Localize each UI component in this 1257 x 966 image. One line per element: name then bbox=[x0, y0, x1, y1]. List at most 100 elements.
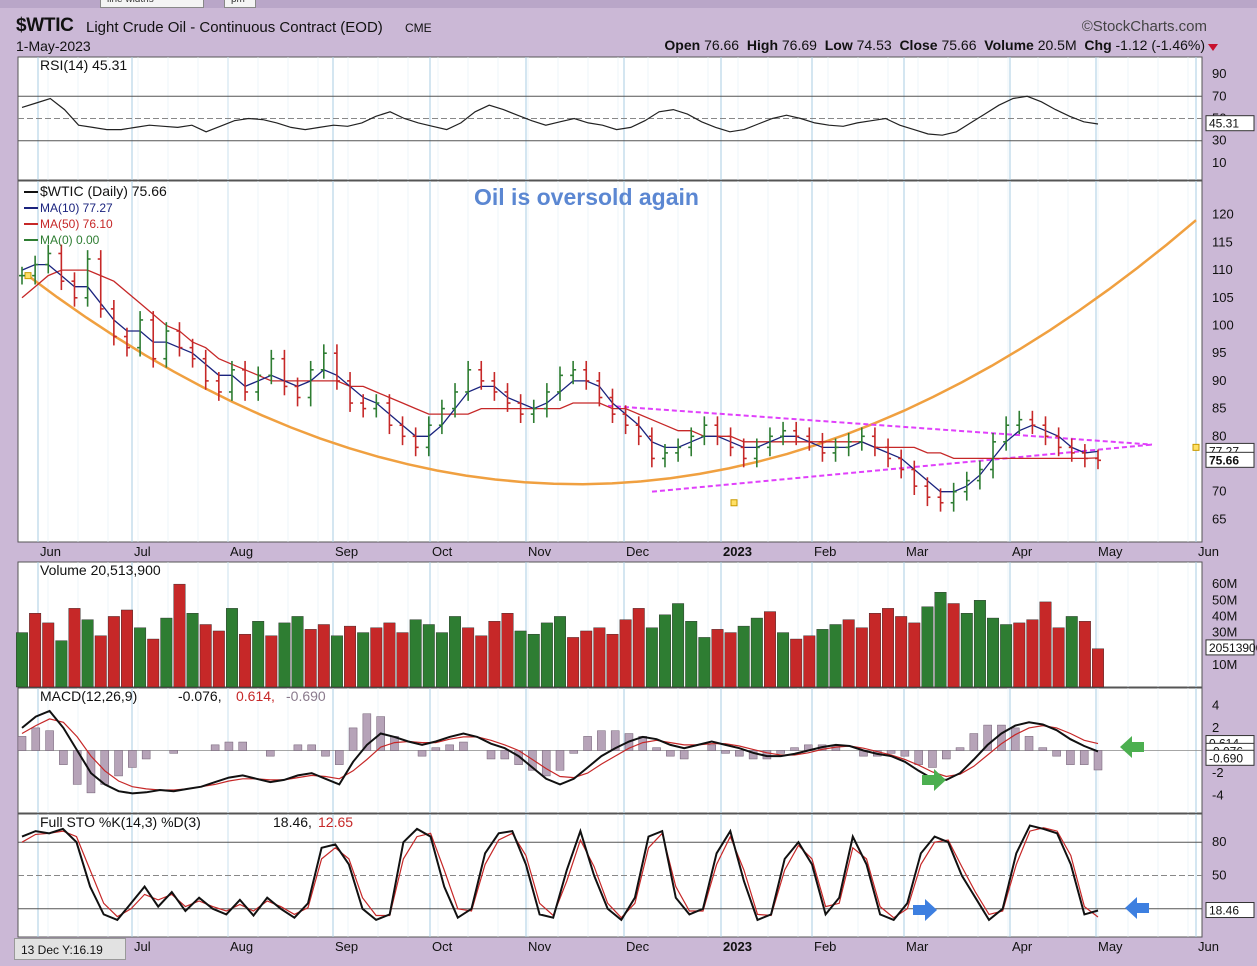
macd-histogram-bar bbox=[707, 744, 716, 751]
volume-bar bbox=[94, 635, 107, 688]
price-last-value: 75.66 bbox=[1209, 453, 1239, 467]
volume-bar bbox=[291, 616, 304, 688]
volume-bar bbox=[304, 629, 317, 688]
price-tick-label: 80 bbox=[1212, 428, 1226, 443]
rsi-tick-label: 90 bbox=[1212, 66, 1226, 81]
price-tick-label: 65 bbox=[1212, 511, 1226, 526]
pm-tab[interactable]: pm bbox=[224, 0, 256, 8]
volume-bar bbox=[488, 621, 501, 688]
volume-bar bbox=[960, 613, 973, 688]
volume-label: Volume bbox=[984, 37, 1034, 53]
volume-bar bbox=[882, 608, 895, 688]
symbol[interactable]: $WTIC bbox=[16, 15, 74, 36]
browser-toolbar-strip: line widths pm bbox=[0, 0, 1257, 8]
volume-value: 20.5M bbox=[1037, 37, 1077, 53]
price-tick-label: 100 bbox=[1212, 317, 1234, 332]
volume-bar bbox=[409, 619, 422, 688]
month-tick-label: Nov bbox=[528, 544, 552, 559]
volume-bar bbox=[921, 606, 934, 688]
volume-bar bbox=[763, 611, 776, 688]
month-tick-label: Jul bbox=[134, 939, 151, 954]
volume-bar bbox=[344, 625, 357, 688]
volume-bar bbox=[514, 630, 527, 688]
line-widths-tab[interactable]: line widths bbox=[100, 0, 204, 8]
volume-bar bbox=[737, 625, 750, 688]
blue-left-arrow-icon bbox=[1125, 897, 1149, 919]
volume-bar bbox=[1026, 619, 1039, 688]
macd-histogram-bar bbox=[776, 750, 785, 754]
sto-tick-label: 80 bbox=[1212, 834, 1226, 849]
volume-bar bbox=[868, 613, 881, 688]
volume-bar bbox=[121, 609, 133, 688]
volume-tick-label: 50M bbox=[1212, 592, 1237, 607]
panel-frame bbox=[17, 56, 1203, 181]
volume-bar bbox=[527, 633, 540, 688]
price-tick-label: 115 bbox=[1212, 234, 1233, 249]
brand-logo[interactable]: ©StockCharts.com bbox=[1081, 18, 1207, 35]
volume-bar bbox=[475, 635, 488, 688]
chg-value: -1.12 (-1.46%) bbox=[1115, 37, 1205, 53]
macd-histogram-bar bbox=[431, 747, 441, 751]
panel-frame bbox=[17, 180, 1203, 543]
rsi-title: RSI(14) 45.31 bbox=[40, 57, 127, 73]
chg-label: Chg bbox=[1084, 37, 1112, 53]
volume-bar bbox=[606, 633, 619, 688]
price-tick-label: 85 bbox=[1212, 401, 1226, 416]
volume-bar bbox=[855, 627, 868, 688]
green-right-arrow-icon bbox=[922, 769, 946, 791]
macd-hist-last: -0.690 bbox=[1209, 751, 1243, 765]
close-value: 75.66 bbox=[941, 37, 977, 53]
macd-histogram-bar bbox=[790, 747, 799, 751]
macd-histogram-bar bbox=[900, 750, 910, 757]
month-tick-label: Apr bbox=[1012, 544, 1033, 559]
month-tick-label: Mar bbox=[906, 939, 929, 954]
volume-bar bbox=[422, 624, 435, 688]
macd-histogram-bar bbox=[1038, 747, 1048, 751]
macd-histogram-bar bbox=[1066, 750, 1075, 765]
macd-histogram-bar bbox=[914, 750, 923, 765]
macd-histogram-bar bbox=[652, 747, 661, 751]
price-last-value-box bbox=[1205, 451, 1255, 468]
volume-bar bbox=[908, 622, 921, 688]
volume-bar bbox=[212, 630, 225, 688]
volume-bar bbox=[29, 613, 42, 688]
macd-histogram-bar bbox=[555, 750, 565, 771]
macd-histogram-bar bbox=[679, 750, 689, 760]
macd-histogram-bar bbox=[114, 750, 123, 777]
volume-bar bbox=[987, 617, 999, 688]
volume-bar bbox=[724, 632, 737, 688]
macd-value: -0.076, bbox=[178, 688, 222, 704]
month-tick-label: Jun bbox=[1198, 544, 1219, 559]
macd-histogram-bar bbox=[17, 736, 27, 751]
macd-histogram-bar bbox=[210, 744, 220, 751]
rsi-last-value-box bbox=[1205, 115, 1255, 132]
chart-header: $WTIC Light Crude Oil - Continuous Contr… bbox=[0, 8, 1257, 56]
month-tick-label: Mar bbox=[906, 544, 929, 559]
macd-histogram-bar bbox=[955, 747, 965, 751]
volume-bar bbox=[632, 608, 645, 688]
macd-title: MACD(12,26,9) bbox=[40, 688, 137, 704]
macd-line bbox=[21, 709, 1099, 795]
macd-histogram-bar bbox=[886, 750, 896, 754]
legend-label: $WTIC (Daily) 75.66 bbox=[40, 183, 167, 199]
month-tick-label: Sep bbox=[335, 939, 358, 954]
macd-histogram-bar bbox=[597, 730, 606, 751]
macd-histogram-bar bbox=[307, 744, 316, 751]
sto-k-line bbox=[21, 824, 1099, 922]
panel-frame bbox=[17, 813, 1203, 938]
macd-histogram-bar bbox=[983, 724, 992, 751]
macd-histogram-bar bbox=[293, 744, 303, 751]
open-label: Open bbox=[664, 37, 701, 53]
volume-bar bbox=[829, 624, 842, 688]
volume-tick-label: 10M bbox=[1212, 657, 1237, 672]
macd-histogram-bar bbox=[266, 750, 275, 757]
macd-hist-last-box bbox=[1205, 749, 1255, 766]
rsi-tick-label: 70 bbox=[1212, 88, 1226, 103]
volume-bar bbox=[1092, 648, 1104, 688]
volume-bar bbox=[186, 613, 199, 688]
low-label: Low bbox=[824, 37, 853, 53]
curved-trendline bbox=[27, 219, 1197, 486]
price-tick-label: 70 bbox=[1212, 484, 1226, 499]
macd-histogram-bar bbox=[666, 750, 675, 757]
